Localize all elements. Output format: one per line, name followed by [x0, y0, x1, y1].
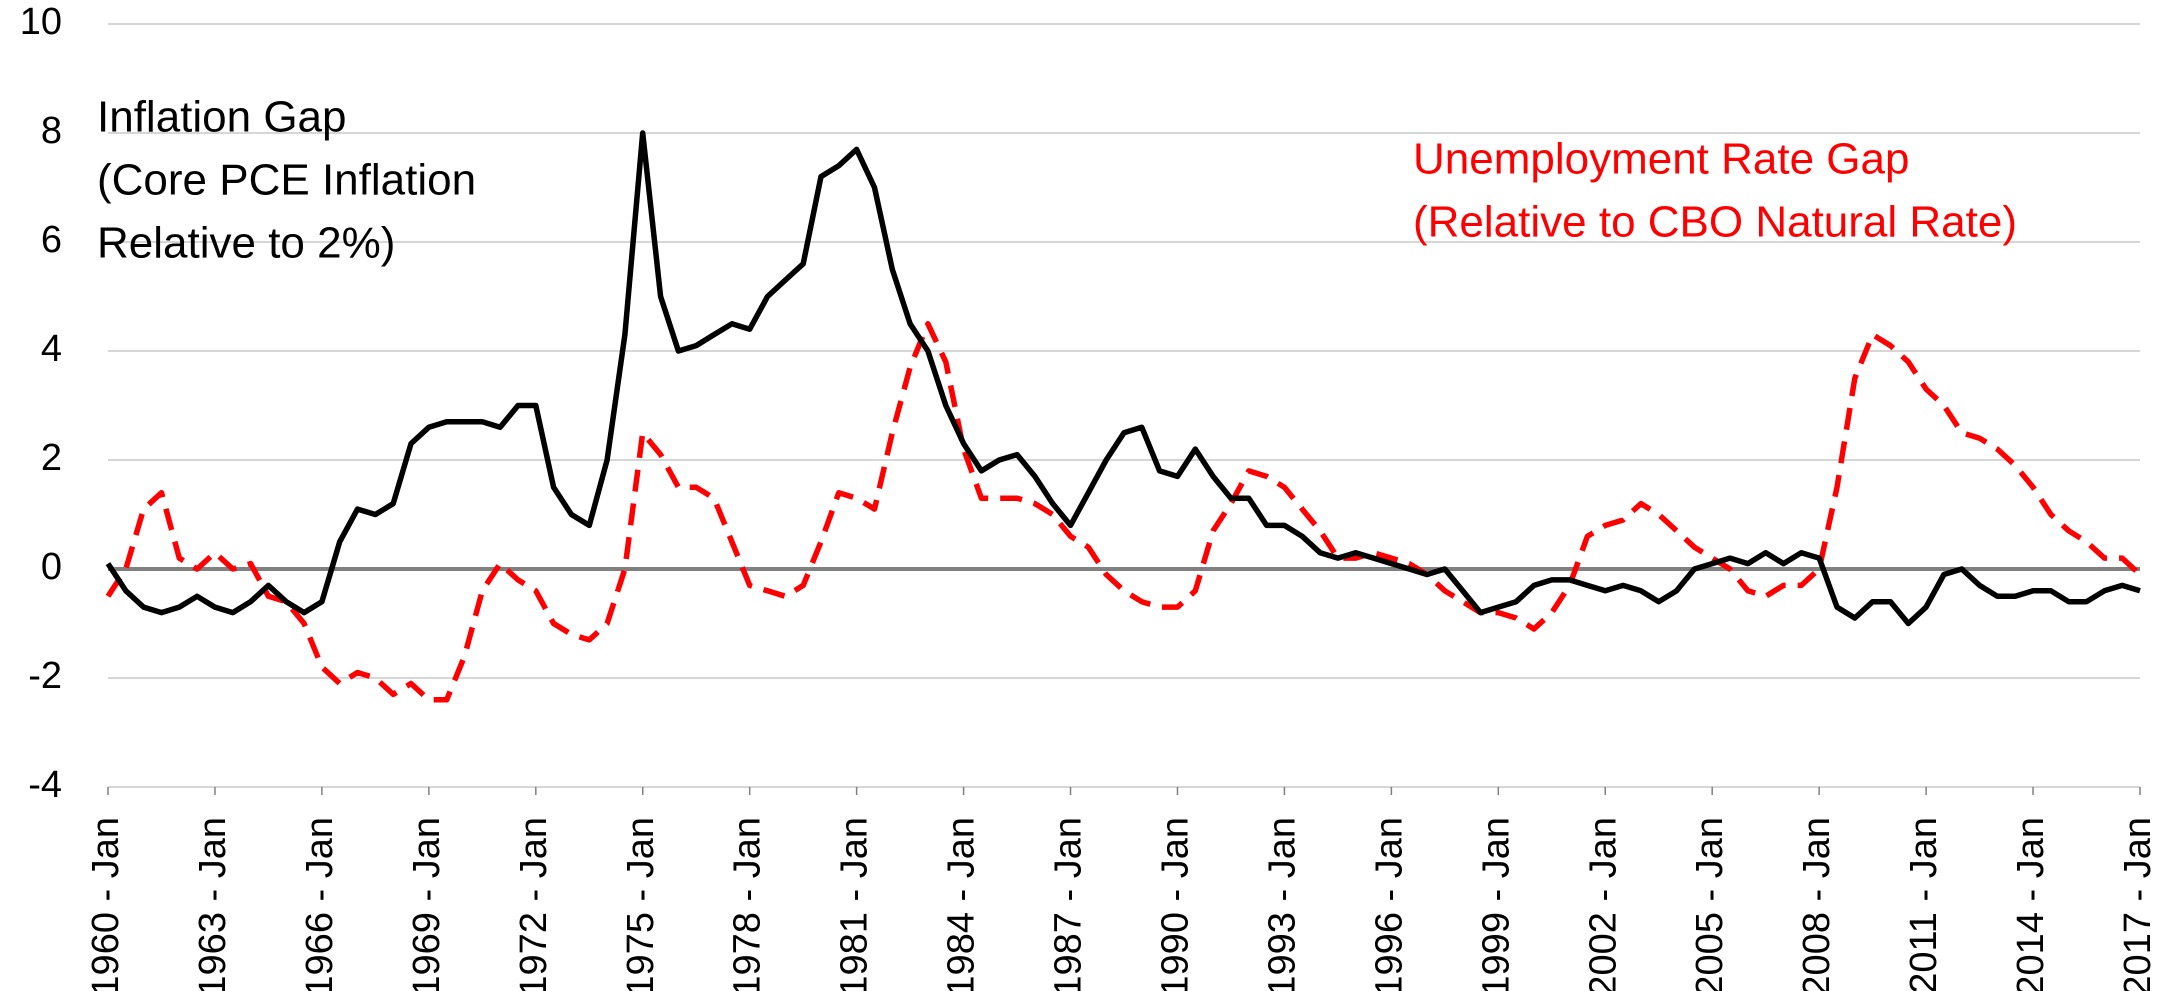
x-tick-label: 1963 - Jan — [192, 817, 234, 991]
x-tick-label: 1975 - Jan — [620, 817, 662, 991]
x-tick-label: 1984 - Jan — [941, 817, 983, 991]
x-tick-label: 1999 - Jan — [1475, 817, 1517, 991]
y-tick-label: 4 — [41, 328, 62, 370]
y-tick-label: 6 — [41, 219, 62, 261]
x-tick-label: 1960 - Jan — [85, 817, 127, 991]
x-tick-label: 1981 - Jan — [834, 817, 876, 991]
y-tick-label: 0 — [41, 546, 62, 588]
x-tick-label: 2011 - Jan — [1903, 817, 1945, 991]
x-tick-label: 2014 - Jan — [2010, 817, 2052, 991]
series-annotation: Relative to 2%) — [97, 219, 395, 268]
x-tick-label: 1978 - Jan — [727, 817, 769, 991]
x-tick-label: 1993 - Jan — [1261, 817, 1303, 991]
series-annotation: (Core PCE Inflation — [97, 156, 476, 205]
series-annotation: (Relative to CBO Natural Rate) — [1413, 198, 2017, 247]
x-tick-label: 2017 - Jan — [2117, 817, 2159, 991]
series-line — [105, 321, 2142, 703]
series-line — [105, 130, 2141, 627]
y-tick-label: 10 — [20, 1, 62, 43]
x-tick-label: 1972 - Jan — [513, 817, 555, 991]
y-tick-label: 8 — [41, 110, 62, 152]
x-tick-label: 1969 - Jan — [406, 817, 448, 991]
x-tick-label: 1966 - Jan — [299, 817, 341, 991]
series-annotation: Unemployment Rate Gap — [1413, 135, 1909, 184]
x-tick-label: 1990 - Jan — [1155, 817, 1197, 991]
y-tick-label: -4 — [28, 764, 62, 806]
x-tick-label: 1996 - Jan — [1368, 817, 1410, 991]
y-tick-label: 2 — [41, 437, 62, 479]
x-tick-label: 2008 - Jan — [1796, 817, 1838, 991]
x-tick-label: 1987 - Jan — [1048, 817, 1090, 991]
x-tick-label: 2005 - Jan — [1689, 817, 1731, 991]
x-tick-label: 2002 - Jan — [1582, 817, 1624, 991]
series-annotation: Inflation Gap — [97, 93, 347, 142]
y-tick-label: -2 — [28, 655, 62, 697]
